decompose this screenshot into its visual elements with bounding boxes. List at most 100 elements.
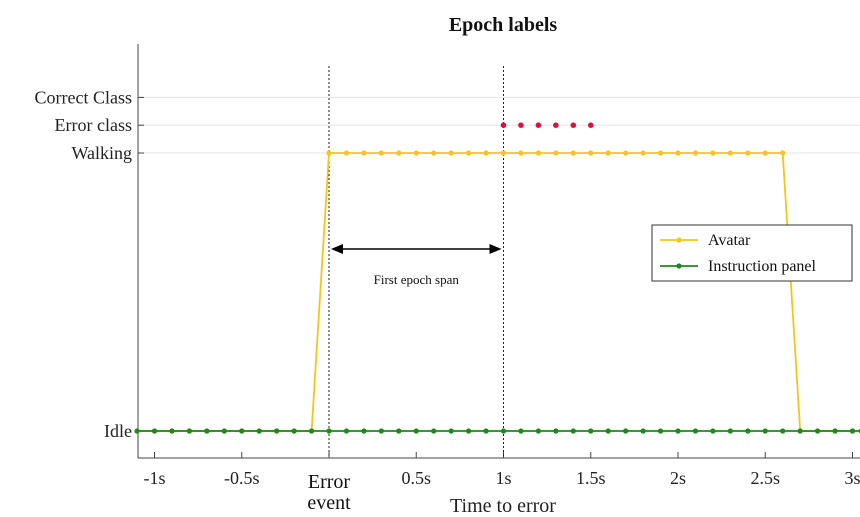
instruction-panel-point <box>413 428 419 434</box>
instruction-panel-point <box>308 428 315 434</box>
avatar-point <box>448 150 454 156</box>
annotation-arrowhead-right <box>489 244 502 254</box>
instruction-panel-point <box>588 428 594 434</box>
avatar-point <box>623 150 629 156</box>
legend-label-avatar: Avatar <box>708 232 751 249</box>
instruction-panel-point <box>710 428 716 434</box>
instruction-panel-point <box>727 428 733 434</box>
instruction-panel-point <box>291 428 297 434</box>
avatar-point <box>413 150 419 156</box>
avatar-point <box>745 150 751 156</box>
avatar-point <box>605 150 611 156</box>
y-tick-label: Walking <box>71 143 132 163</box>
x-tick-label-error-event: Error event <box>307 471 351 514</box>
instruction-panel-point <box>151 428 158 434</box>
instruction-panel-point <box>396 428 402 434</box>
instruction-panel-point <box>780 428 786 434</box>
instruction-panel-point <box>378 428 384 434</box>
instruction-panel-point <box>570 428 576 434</box>
instruction-panel-point <box>553 428 559 434</box>
instruction-panel-point <box>186 428 192 434</box>
instruction-panel-point <box>535 428 542 434</box>
x-tick-label-line: Error <box>308 471 351 493</box>
instruction-panel-point <box>623 428 629 434</box>
instruction-panel-point <box>692 428 699 434</box>
instruction-panel-point <box>343 428 350 434</box>
instruction-panel-point <box>640 428 646 434</box>
y-tick-label: Error class <box>55 115 132 135</box>
annotation-arrowhead-left <box>331 244 343 254</box>
avatar-point <box>727 150 733 156</box>
instruction-panel-point <box>361 428 367 434</box>
tick-label-layer: Idle Walking Error class Correct Class -1s -0… <box>35 87 860 514</box>
x-tick-label: 2s <box>670 468 686 488</box>
avatar-point <box>396 150 402 156</box>
x-tick-label: 0.5s <box>401 468 431 488</box>
instruction-panel-point <box>745 428 751 434</box>
error-class-markers-point <box>570 122 577 128</box>
annotation-label: First epoch span <box>374 272 460 287</box>
instruction-panel-point <box>483 428 489 434</box>
x-tick-label: 1s <box>495 468 511 488</box>
instruction-panel-point <box>448 428 454 434</box>
error-class-markers-point <box>553 122 559 128</box>
avatar-point <box>640 150 646 156</box>
error-class-markers-point <box>500 122 507 128</box>
avatar-point <box>483 150 489 156</box>
vertical-marker-layer <box>328 66 504 458</box>
instruction-panel-point <box>134 428 140 434</box>
instruction-panel-point <box>518 428 524 434</box>
avatar-point <box>518 150 524 156</box>
instruction-panel-point <box>256 428 262 434</box>
x-tick-label: 2.5s <box>750 468 780 488</box>
avatar-point <box>710 150 716 156</box>
legend-label-instruction-panel: Instruction panel <box>708 258 817 275</box>
avatar-point <box>361 150 367 156</box>
avatar-point <box>780 150 786 156</box>
avatar-series-line <box>137 152 853 432</box>
avatar-point <box>500 150 507 156</box>
x-tick-label: -1s <box>144 468 166 488</box>
instruction-panel-point <box>762 428 768 434</box>
instruction-panel-point <box>221 428 227 434</box>
avatar-point <box>378 150 384 156</box>
error-class-markers-point <box>535 122 542 128</box>
avatar-point <box>657 150 664 156</box>
instruction-panel-point <box>815 428 821 434</box>
instruction-panel-point <box>204 428 210 434</box>
x-tick-label: -0.5s <box>224 468 260 488</box>
y-tick-label: Idle <box>104 421 132 441</box>
avatar-point <box>588 150 594 156</box>
error-class-markers-point <box>587 122 594 128</box>
instruction-panel-point <box>657 428 664 434</box>
x-axis-label: Time to error <box>450 495 556 517</box>
x-tick-label: 1.5s <box>576 468 606 488</box>
instruction-panel-point <box>239 428 245 434</box>
instruction-panel-point <box>797 428 803 434</box>
instruction-panel-point <box>605 428 611 434</box>
avatar-point <box>675 150 681 156</box>
instruction-panel-point <box>466 428 472 434</box>
instruction-panel-point <box>274 428 280 434</box>
legend-box <box>651 224 853 282</box>
instruction-panel-point <box>431 428 437 434</box>
instruction-panel-point <box>326 428 332 434</box>
legend-marker-instruction-panel <box>676 263 682 269</box>
instruction-panel-point <box>500 428 507 434</box>
error-class-markers-point <box>518 122 524 128</box>
chart-title: Epoch labels <box>449 14 558 36</box>
legend-marker-avatar <box>676 237 682 243</box>
avatar-point <box>431 150 437 156</box>
avatar-point <box>535 150 542 156</box>
avatar-point <box>326 150 332 156</box>
avatar-point <box>570 150 576 156</box>
legend-layer: Avatar Instruction panel <box>651 224 853 282</box>
instruction-panel-point <box>849 428 856 434</box>
series-layer <box>134 122 860 434</box>
annotation-layer: First epoch span <box>331 244 502 287</box>
avatar-point <box>692 150 699 156</box>
x-tick-label-line: event <box>307 492 351 514</box>
avatar-point <box>762 150 768 156</box>
